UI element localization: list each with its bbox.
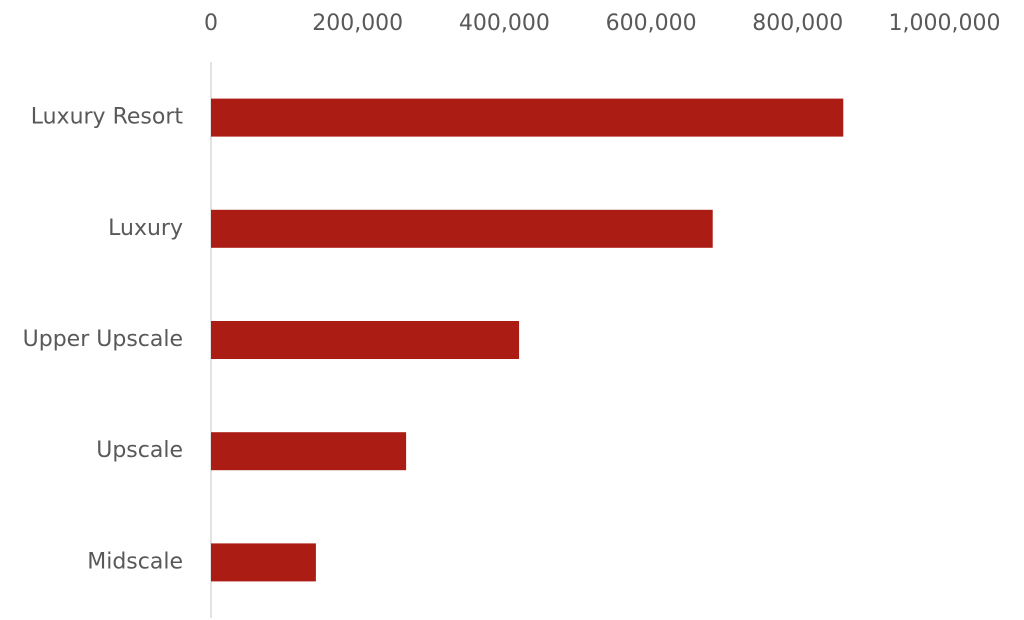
x-tick-label: 800,000	[752, 11, 843, 36]
y-tick-label: Upper Upscale	[23, 327, 183, 352]
x-tick-label: 200,000	[312, 11, 403, 36]
x-tick-label: 1,000,000	[889, 11, 1001, 36]
y-tick-label: Luxury Resort	[31, 105, 184, 130]
y-tick-label: Upscale	[96, 438, 183, 463]
x-tick-label: 600,000	[606, 11, 697, 36]
bar	[211, 98, 844, 137]
y-tick-label: Luxury	[108, 216, 183, 241]
bar	[211, 321, 520, 359]
x-tick-label: 0	[204, 11, 218, 36]
bar	[211, 432, 407, 471]
bar	[211, 543, 316, 582]
y-tick-label: Midscale	[87, 549, 183, 574]
bar	[211, 209, 713, 248]
x-tick-label: 400,000	[459, 11, 550, 36]
